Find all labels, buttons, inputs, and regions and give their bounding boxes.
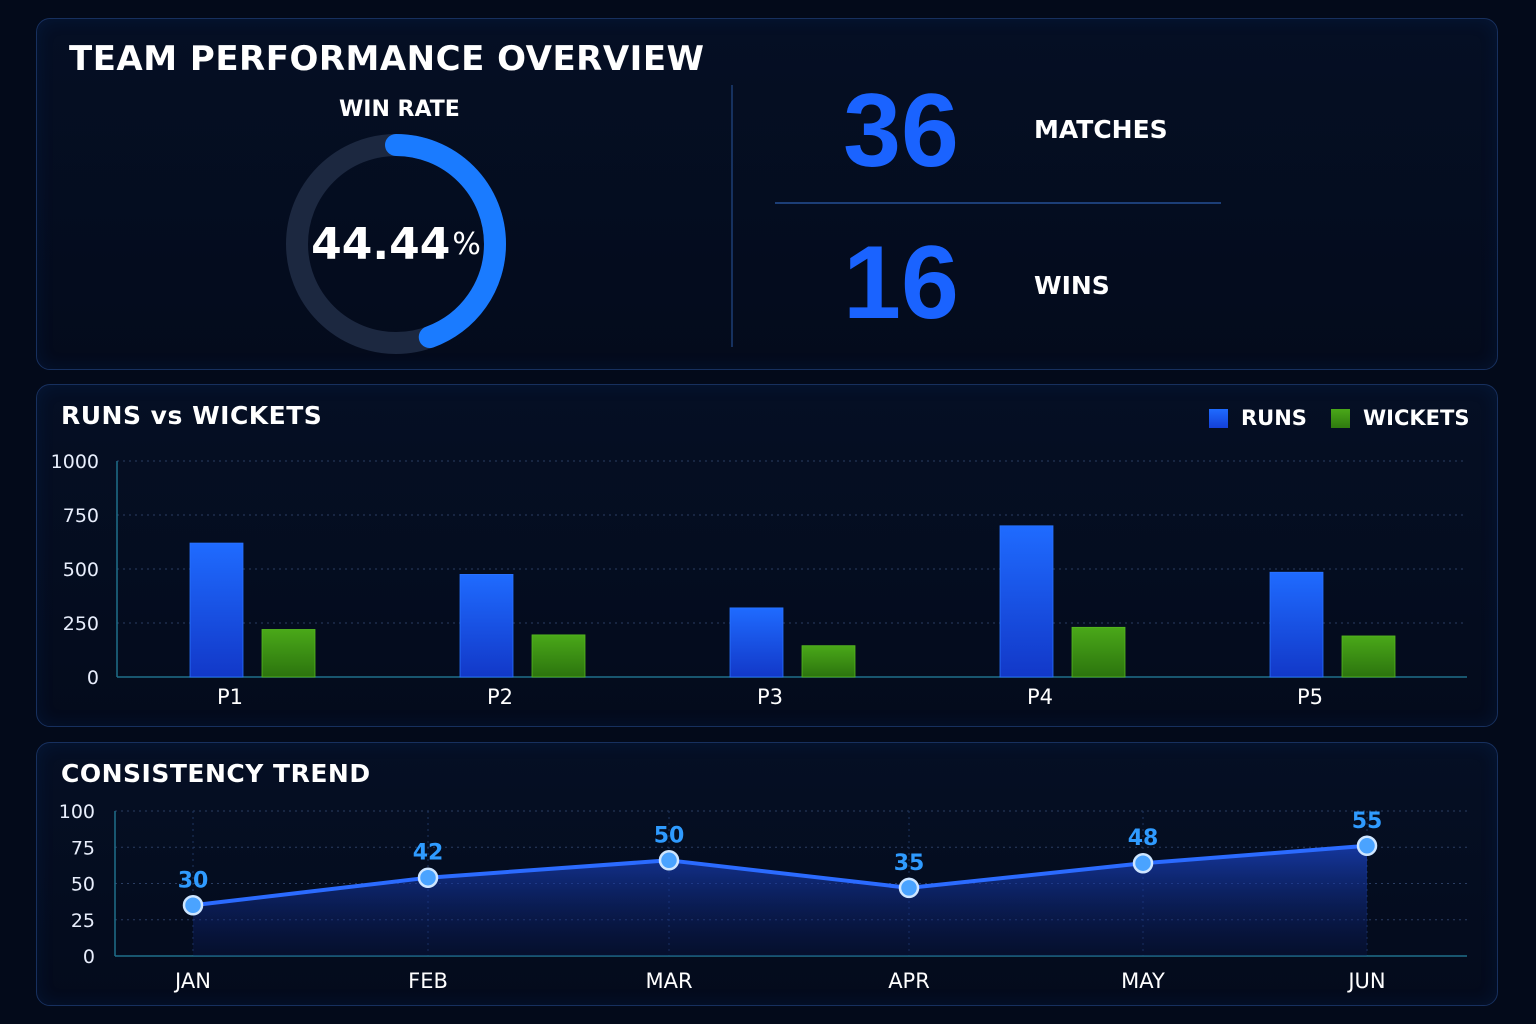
wickets-bar (261, 629, 316, 678)
wickets-bar (1341, 635, 1396, 678)
runs-bar (1269, 571, 1324, 678)
trend-point (658, 850, 680, 871)
bar-y-tick-label: 0 (87, 667, 99, 689)
bar-y-tick-label: 500 (63, 559, 99, 581)
trend-chart: 0 25 50 75 100 30 JAN 42 FEB 50 MAR 35 APR 48 MAY 55 JUN (59, 801, 1467, 993)
legend-wickets-swatch (1331, 408, 1350, 428)
trend-line (192, 843, 1368, 908)
trend-data-label: 35 (894, 851, 925, 876)
trend-x-tick-label: FEB (408, 969, 448, 993)
bar-x-tick-label: P2 (487, 685, 513, 709)
wickets-bar (801, 645, 856, 678)
legend-wickets-label: WICKETS (1363, 406, 1470, 430)
runs-bar (999, 525, 1054, 678)
bar-x-tick-label: P4 (1027, 685, 1053, 709)
trend-x-tick-label: MAY (1121, 969, 1165, 993)
win-rate-number: 44.44 (311, 218, 451, 270)
trend-data-label: 55 (1352, 809, 1383, 834)
runs-bar (459, 573, 514, 678)
trend-chart-title: CONSISTENCY TREND (61, 759, 371, 788)
wickets-bar (531, 634, 586, 678)
win-rate-value: 44.44% (281, 129, 511, 359)
bar-chart-title: RUNS vs WICKETS (61, 401, 323, 430)
bar-x-tick-label: P3 (757, 685, 783, 709)
donut-progress-arc (286, 134, 506, 354)
win-rate-label: WIN RATE (339, 97, 460, 122)
bar-chart: 0 250 500 750 1000 P1 P2 P3 P4 P5 (51, 451, 1467, 709)
consistency-trend-panel: CONSISTENCY TREND 0 25 50 75 100 30 JAN 42 FEB 50… (36, 742, 1498, 1006)
win-rate-unit: % (452, 226, 481, 262)
trend-y-tick-label: 50 (71, 874, 95, 896)
trend-point (1356, 835, 1378, 857)
wins-count: 16 (843, 225, 959, 341)
trend-y-tick-label: 0 (83, 946, 95, 968)
trend-x-tick-label: APR (888, 969, 930, 993)
runs-bar (189, 542, 244, 678)
trend-y-tick-label: 75 (71, 837, 95, 859)
trend-point (182, 895, 204, 916)
trend-x-tick-label: MAR (645, 969, 692, 993)
legend-runs: RUNS (1209, 406, 1307, 430)
bar-y-tick-label: 750 (63, 505, 99, 527)
win-rate-donut (286, 134, 506, 354)
runs-bar (729, 607, 784, 678)
runs-wickets-panel: RUNS vs WICKETS RUNS WICKETS 0 250 500 750 1… (36, 384, 1498, 727)
legend-runs-swatch (1209, 408, 1228, 428)
overview-panel: TEAM PERFORMANCE OVERVIEW WIN RATE 44.44… (36, 18, 1498, 370)
bar-x-tick-label: P5 (1297, 685, 1323, 709)
trend-data-label: 48 (1128, 826, 1159, 851)
trend-x-tick-label: JUN (1346, 969, 1385, 993)
wickets-bar (1071, 626, 1126, 678)
trend-area-fill (193, 845, 1367, 956)
trend-y-tick-label: 100 (59, 801, 95, 823)
wins-label: WINS (1034, 271, 1110, 300)
trend-y-tick-label: 25 (71, 910, 95, 932)
trend-data-label: 50 (654, 823, 685, 848)
trend-data-label: 30 (178, 868, 209, 893)
page-title: TEAM PERFORMANCE OVERVIEW (69, 39, 705, 79)
bar-y-tick-label: 1000 (51, 451, 99, 473)
trend-point (417, 867, 439, 888)
trend-x-tick-label: JAN (173, 969, 211, 993)
bar-y-tick-label: 250 (63, 613, 99, 635)
bar-x-tick-label: P1 (217, 685, 243, 709)
trend-point (898, 877, 920, 899)
legend-wickets: WICKETS (1331, 406, 1469, 430)
matches-count: 36 (843, 73, 959, 189)
matches-label: MATCHES (1034, 115, 1168, 144)
trend-point (1132, 852, 1154, 874)
horizontal-divider (775, 202, 1221, 204)
trend-data-label: 42 (413, 841, 444, 866)
legend-runs-label: RUNS (1241, 406, 1307, 430)
vertical-divider (731, 85, 733, 347)
